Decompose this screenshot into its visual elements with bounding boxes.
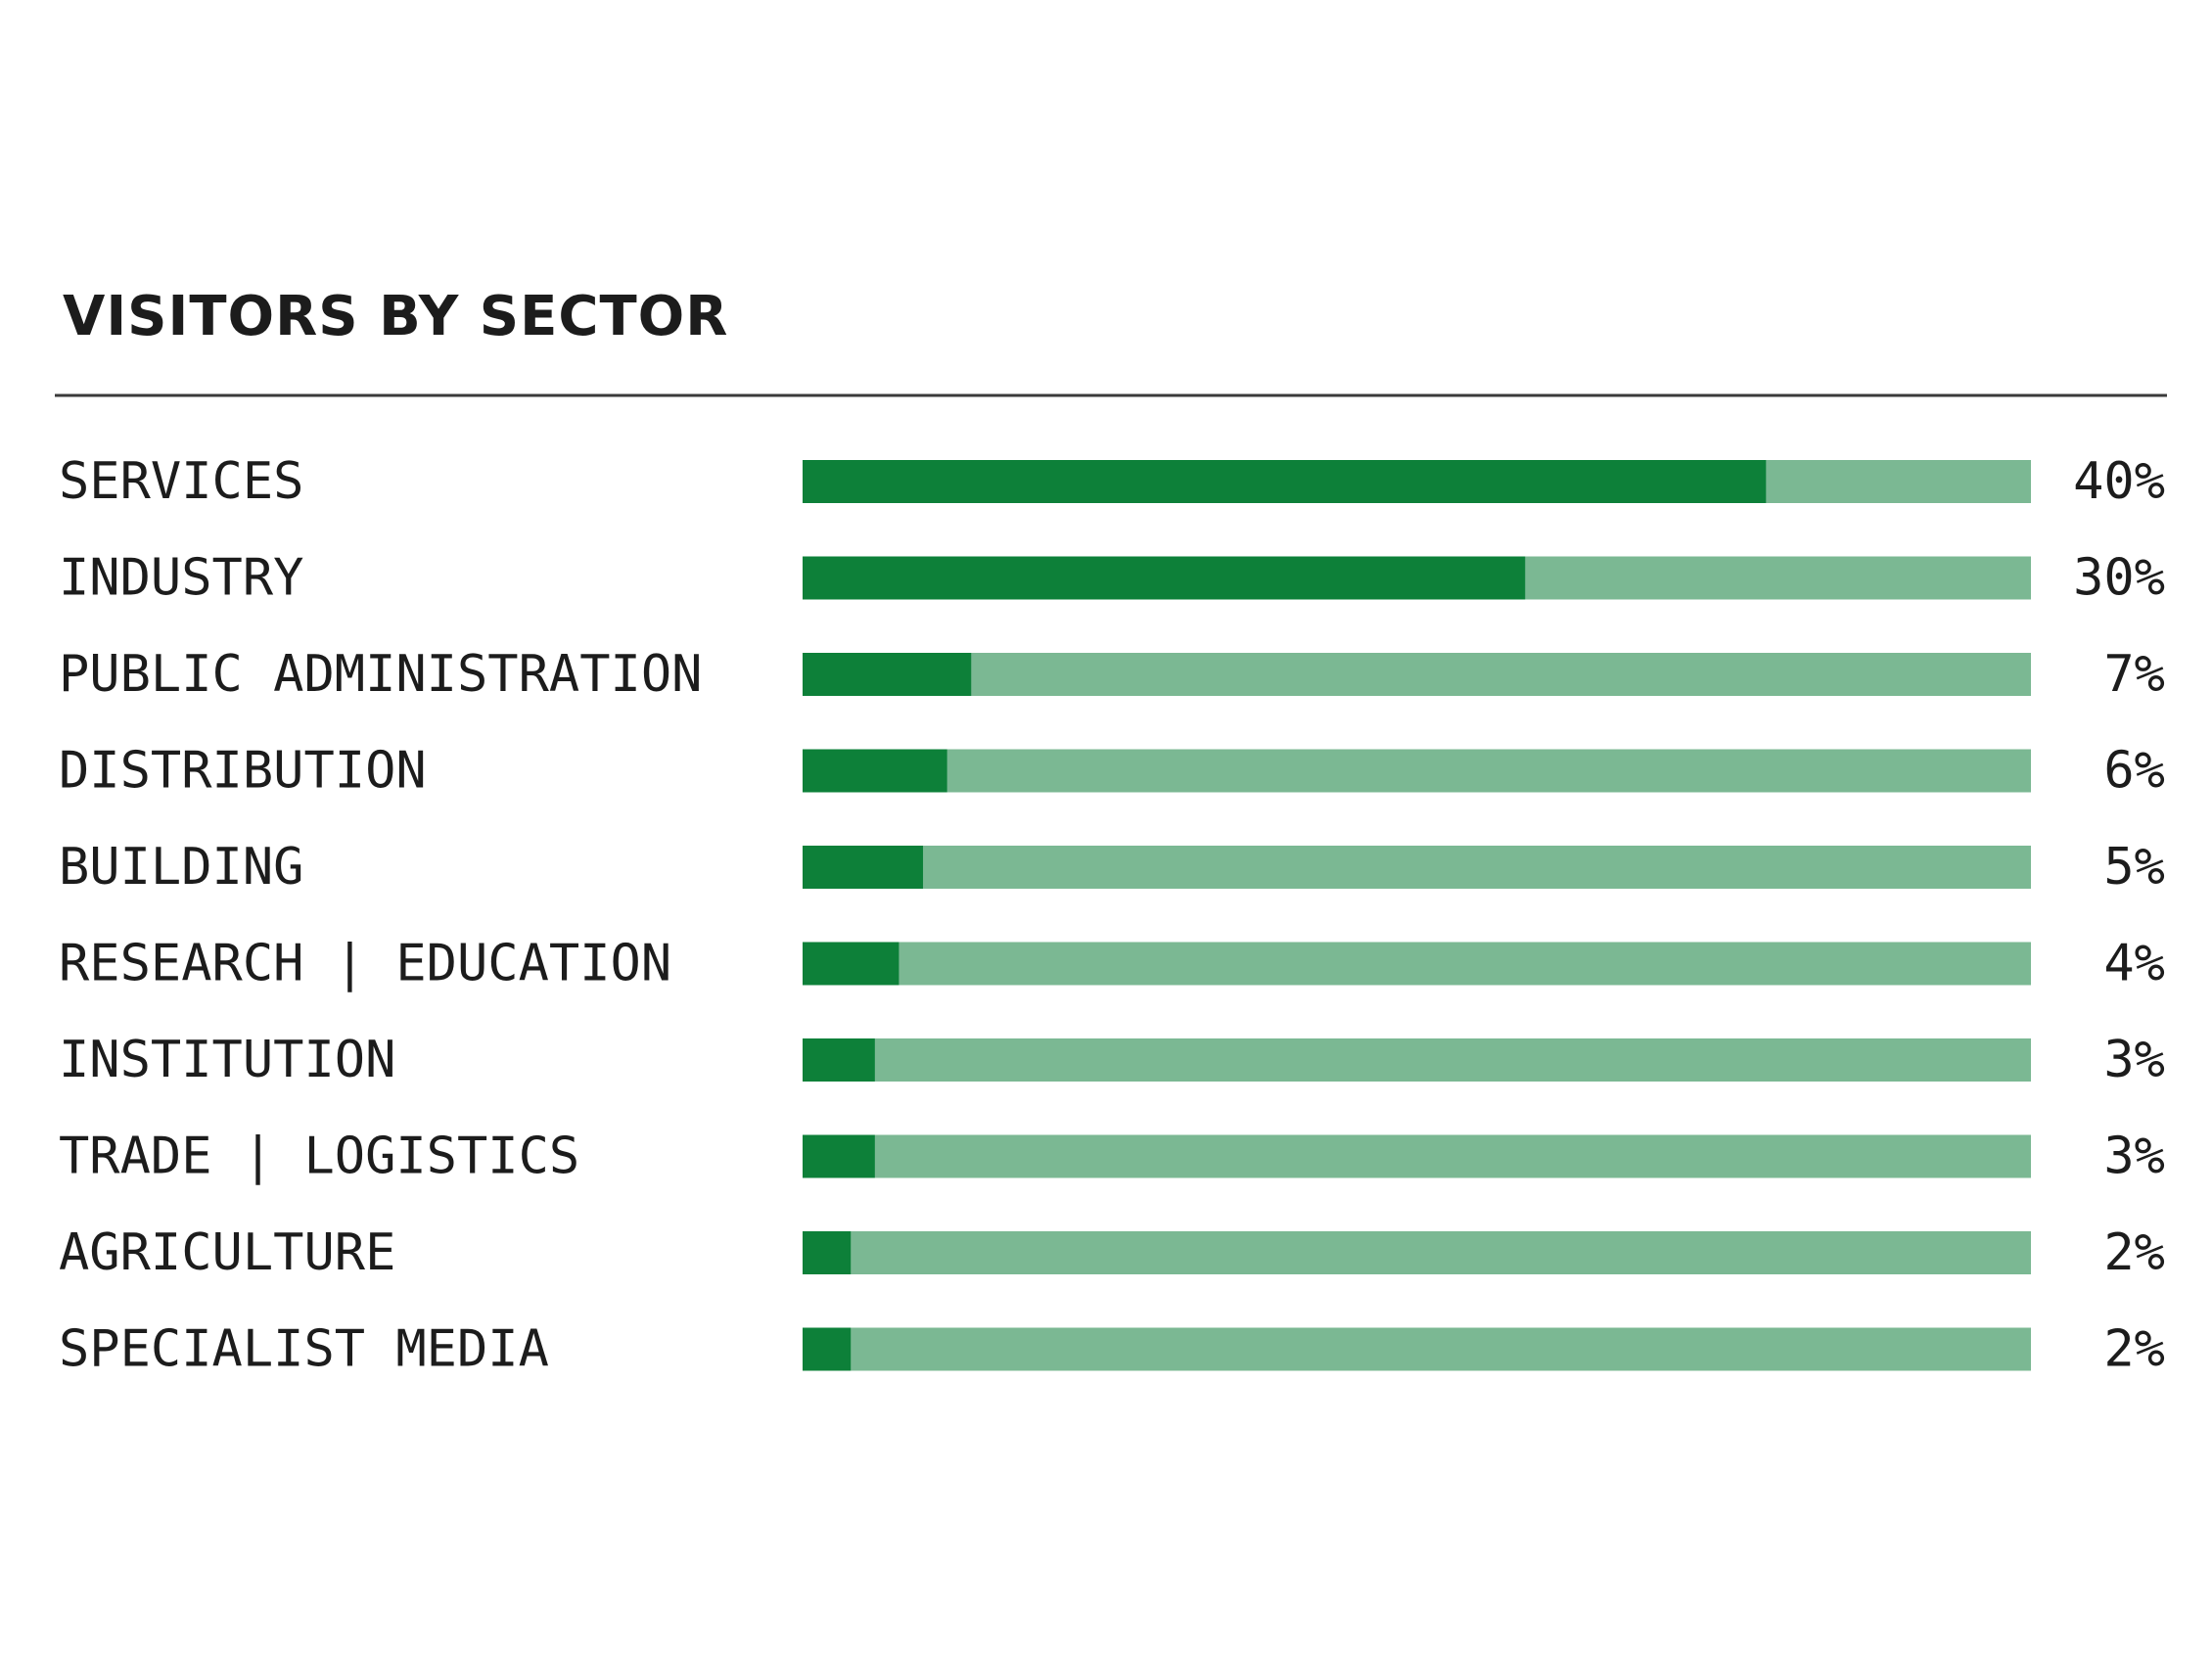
bar-row: PUBLIC ADMINISTRATION 7% (59, 645, 2165, 704)
category-label: SPECIALIST MEDIA (59, 1320, 549, 1379)
value-label: 40% (2073, 452, 2165, 511)
chart-title: VISITORS BY SECTOR (63, 285, 728, 348)
value-label: 2% (2103, 1223, 2165, 1282)
category-label: INDUSTRY (59, 549, 303, 608)
bar (803, 556, 1526, 600)
bar (803, 1038, 875, 1082)
bar-track (803, 942, 2031, 986)
category-label: DISTRIBUTION (59, 742, 427, 801)
category-label: SERVICES (59, 452, 303, 511)
value-label: 7% (2103, 645, 2165, 704)
bar-row: SPECIALIST MEDIA 2% (59, 1320, 2165, 1379)
bar-track (803, 653, 2031, 696)
bar (803, 460, 1767, 503)
value-label: 6% (2103, 742, 2165, 801)
bar-row: INDUSTRY 30% (59, 549, 2165, 608)
bar-row: INSTITUTION 3% (59, 1031, 2165, 1089)
bar-track (803, 1134, 2031, 1178)
bar-track (803, 1038, 2031, 1082)
value-label: 3% (2103, 1128, 2165, 1186)
bar-row: BUILDING 5% (59, 838, 2165, 897)
bar (803, 1327, 852, 1371)
category-label: INSTITUTION (59, 1031, 395, 1089)
bar (803, 942, 899, 986)
category-label: RESEARCH | EDUCATION (59, 935, 671, 993)
category-label: AGRICULTURE (59, 1223, 395, 1282)
bar-row: AGRICULTURE 2% (59, 1223, 2165, 1282)
bar-rows: SERVICES 40% INDUSTRY 30% PUBLIC ADMINISTRAT… (59, 452, 2165, 1379)
bar-track (803, 1231, 2031, 1274)
value-label: 4% (2103, 935, 2165, 993)
value-label: 2% (2103, 1320, 2165, 1379)
bar (803, 846, 924, 889)
category-label: BUILDING (59, 838, 303, 897)
bar (803, 1231, 852, 1274)
bar-track (803, 846, 2031, 889)
category-label: PUBLIC ADMINISTRATION (59, 645, 702, 704)
bar-row: DISTRIBUTION 6% (59, 742, 2165, 801)
bar-track (803, 749, 2031, 793)
bar-row: RESEARCH | EDUCATION 4% (59, 935, 2165, 993)
bar (803, 1134, 875, 1178)
category-label: TRADE | LOGISTICS (59, 1128, 579, 1186)
bar (803, 653, 972, 696)
value-label: 3% (2103, 1031, 2165, 1089)
bar-row: TRADE | LOGISTICS 3% (59, 1128, 2165, 1186)
bar-track (803, 1327, 2031, 1371)
bar-row: SERVICES 40% (59, 452, 2165, 511)
bar (803, 749, 947, 793)
value-label: 30% (2073, 549, 2165, 608)
value-label: 5% (2103, 838, 2165, 897)
